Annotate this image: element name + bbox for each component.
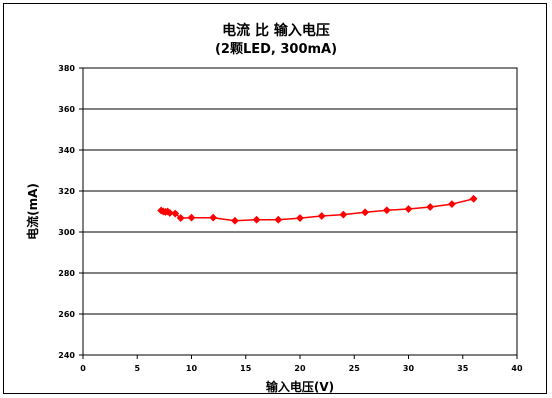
- series-line-0: [160, 198, 474, 222]
- y-axis-title: 电流(mA): [25, 183, 40, 240]
- data-point: [339, 210, 348, 219]
- data-point: [274, 215, 283, 224]
- plot-border: [82, 67, 518, 356]
- x-tick-label: 10: [186, 364, 198, 373]
- data-point: [317, 212, 326, 220]
- data-point: [361, 208, 370, 217]
- y-tick-label: 380: [58, 64, 75, 73]
- y-tick-label: 320: [58, 187, 75, 196]
- data-point: [230, 216, 239, 225]
- data-point: [252, 215, 261, 224]
- data-point: [176, 214, 185, 222]
- y-tick-label: 300: [58, 228, 75, 237]
- x-tick-label: 15: [240, 364, 252, 373]
- x-axis-title: 输入电压(V): [266, 379, 334, 394]
- x-tick-label: 5: [134, 364, 140, 373]
- y-tick-label: 340: [58, 146, 75, 155]
- data-point: [296, 214, 304, 222]
- data-point: [447, 200, 456, 209]
- x-tick-label: 25: [349, 364, 361, 373]
- data-point: [209, 213, 218, 222]
- y-tick-label: 240: [58, 351, 75, 360]
- data-point: [187, 213, 196, 222]
- data-point: [165, 209, 174, 217]
- data-point: [382, 206, 391, 215]
- chart-title: 电流 比 输入电压: [222, 23, 330, 39]
- data-point: [404, 205, 413, 213]
- x-tick-label: 20: [294, 364, 306, 373]
- data-point: [426, 203, 435, 211]
- chart-subtitle: (2颗LED, 300mA): [214, 42, 338, 57]
- x-tick-label: 35: [457, 364, 469, 373]
- data-point: [469, 194, 478, 203]
- x-tick-label: 0: [80, 364, 86, 373]
- data-point: [171, 209, 180, 218]
- x-tick-label: 40: [511, 364, 523, 373]
- x-tick-label: 30: [403, 364, 415, 373]
- y-tick-label: 360: [58, 105, 75, 114]
- y-tick-label: 280: [58, 269, 75, 278]
- y-tick-label: 260: [58, 310, 75, 319]
